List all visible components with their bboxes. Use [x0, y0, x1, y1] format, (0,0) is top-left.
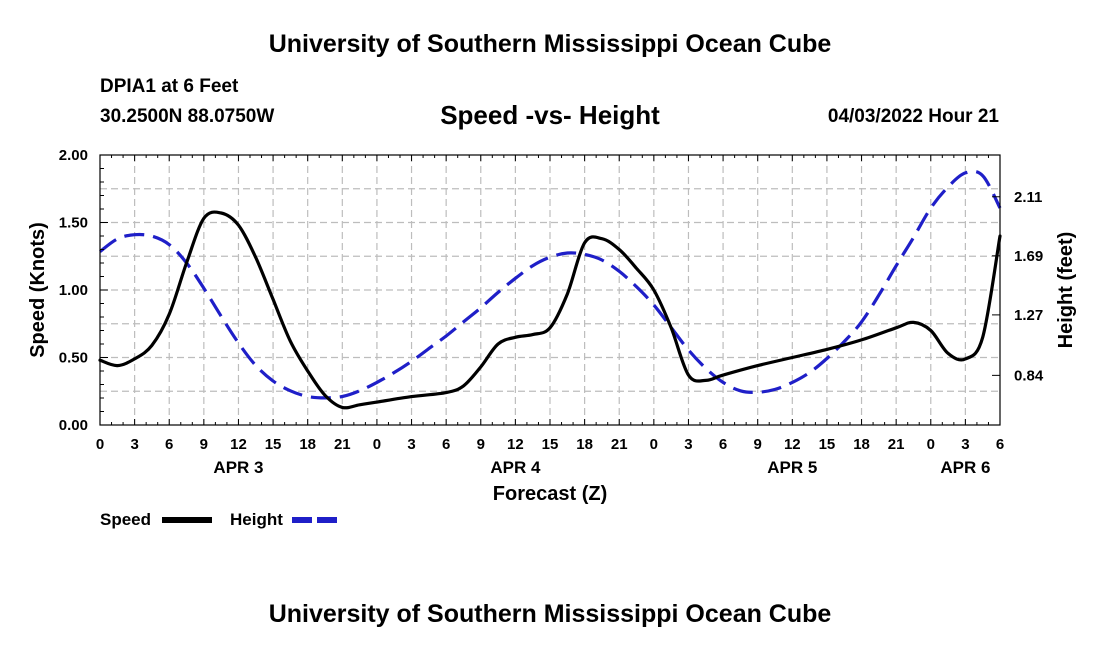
chart-date: 04/03/2022 Hour 21 — [827, 106, 999, 127]
x-tick-label: 0 — [373, 436, 381, 453]
x-tick-label: 3 — [684, 436, 692, 453]
day-label: APR 3 — [213, 458, 263, 477]
x-tick-label: 0 — [927, 436, 935, 453]
y-left-tick-label: 1.00 — [59, 282, 88, 299]
x-tick-label: 6 — [719, 436, 727, 453]
y-right-tick-label: 0.84 — [1014, 367, 1044, 384]
y-left-tick-label: 0.50 — [59, 350, 88, 367]
station-coords: 30.2500N 88.0750W — [100, 106, 275, 127]
x-tick-label: 12 — [507, 436, 524, 453]
x-tick-label: 15 — [819, 436, 836, 453]
x-tick-label: 6 — [442, 436, 450, 453]
x-tick-label: 0 — [650, 436, 658, 453]
x-tick-label: 3 — [130, 436, 138, 453]
footer-title: University of Southern Mississippi Ocean… — [268, 600, 832, 628]
y-left-tick-label: 0.00 — [59, 417, 88, 434]
x-tick-label: 21 — [888, 436, 905, 453]
x-tick-label: 0 — [96, 436, 104, 453]
y-axis-left-label: Speed (Knots) — [27, 222, 49, 358]
x-tick-label: 21 — [611, 436, 628, 453]
x-tick-label: 9 — [477, 436, 485, 453]
x-tick-label: 21 — [334, 436, 351, 453]
y-right-tick-label: 2.11 — [1014, 189, 1042, 206]
x-tick-label: 15 — [542, 436, 559, 453]
x-tick-label: 12 — [230, 436, 247, 453]
x-tick-label: 18 — [576, 436, 593, 453]
x-tick-label: 12 — [784, 436, 801, 453]
y-left-tick-label: 2.00 — [59, 147, 88, 164]
legend-label-height: Height — [230, 510, 283, 529]
series-line-speed — [98, 210, 1002, 410]
x-tick-label: 6 — [996, 436, 1004, 453]
day-label: APR 4 — [490, 458, 541, 477]
x-tick-label: 3 — [407, 436, 415, 453]
x-tick-label: 6 — [165, 436, 173, 453]
ticks: 0 3 6 9 12 15 18 21 0 3 6 9 12 15 18 21 0 3 6 9 12 15 18 21 0 3 6A… — [59, 147, 1044, 477]
legend-label-speed: Speed — [100, 510, 151, 529]
main-title: University of Southern Mississippi Ocean… — [268, 30, 832, 58]
y-right-tick-label: 1.69 — [1014, 248, 1043, 265]
station-name: DPIA1 at 6 Feet — [100, 76, 239, 97]
x-tick-label: 15 — [265, 436, 282, 453]
y-axis-right-label: Height (feet) — [1055, 232, 1077, 349]
series-layer — [98, 169, 1002, 410]
grid — [100, 155, 1000, 425]
series-line-height — [99, 169, 1002, 400]
day-label: APR 5 — [767, 458, 817, 477]
x-tick-label: 3 — [961, 436, 969, 453]
x-axis-label: Forecast (Z) — [493, 483, 607, 505]
day-label: APR 6 — [940, 458, 990, 477]
y-left-tick-label: 1.50 — [59, 215, 88, 232]
y-right-tick-label: 1.27 — [1014, 307, 1043, 324]
chart-title: Speed -vs- Height — [440, 100, 660, 130]
legend: Speed Height — [100, 510, 342, 529]
x-tick-label: 9 — [754, 436, 762, 453]
x-tick-label: 9 — [200, 436, 208, 453]
x-tick-label: 18 — [853, 436, 870, 453]
x-tick-label: 18 — [299, 436, 316, 453]
